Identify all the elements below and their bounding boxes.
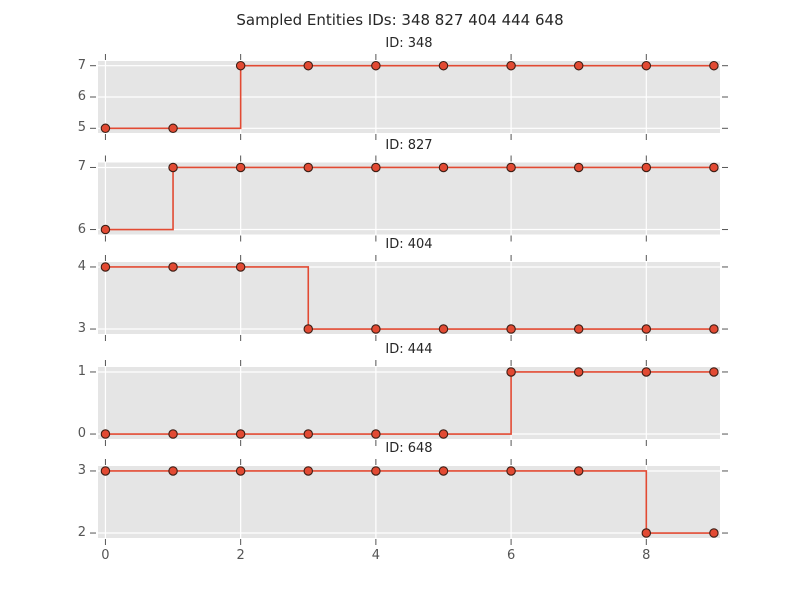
data-point-marker [303,60,314,71]
subplot-title: ID: 348 [385,36,433,51]
data-point-marker [100,429,111,439]
data-point-marker [303,162,314,173]
data-point-marker [506,367,516,377]
y-tick-label: 5 [77,120,86,136]
data-point-marker [438,60,449,71]
plot-area [98,162,720,235]
data-point-marker [168,466,178,476]
data-point-marker [371,60,381,71]
data-point-marker [573,367,584,377]
x-tick-label: 4 [371,548,380,563]
data-point-marker [709,162,719,173]
data-point-marker [438,162,449,173]
y-tick-label: 0 [77,426,86,442]
data-point-marker [235,60,246,71]
y-tick-label: 3 [77,462,86,478]
data-point-marker [709,324,719,334]
data-point-marker [371,429,381,439]
data-point-marker [709,367,719,377]
x-tick-label: 6 [506,548,516,563]
subplot-title: ID: 444 [385,342,433,357]
data-point-marker [641,162,652,173]
data-point-marker [303,429,314,439]
data-point-marker [100,123,111,134]
data-point-marker [235,262,246,272]
data-point-marker [506,162,516,173]
subplot-title: ID: 648 [385,441,433,456]
data-point-marker [438,324,449,334]
data-point-marker [573,324,584,334]
data-point-marker [235,466,246,476]
x-tick-label: 8 [642,548,651,563]
y-tick-label: 2 [77,525,86,541]
data-point-marker [573,466,584,476]
data-point-marker [371,324,381,334]
plot-area [98,466,720,538]
subplot-title: ID: 827 [385,137,433,153]
plot-area [98,367,720,439]
data-point-marker [100,262,111,272]
data-point-marker [573,162,584,173]
data-point-marker [438,429,449,439]
y-tick-label: 6 [77,221,86,237]
data-point-marker [573,60,584,71]
data-point-marker [303,466,314,476]
data-point-marker [641,367,652,377]
y-tick-label: 3 [77,321,86,337]
data-point-marker [168,162,178,173]
data-point-marker [641,324,652,334]
data-point-marker [168,262,178,272]
data-point-marker [371,466,381,476]
y-tick-label: 1 [77,363,86,379]
data-point-marker [641,528,652,538]
data-point-marker [100,224,111,235]
x-tick-label: 0 [101,548,110,563]
data-point-marker [168,429,178,439]
data-point-marker [303,324,314,334]
y-tick-label: 6 [77,89,86,104]
y-tick-label: 4 [77,258,86,274]
data-point-marker [438,466,449,476]
plot-area [98,262,720,334]
data-point-marker [709,528,719,538]
data-point-marker [506,60,516,71]
data-point-marker [506,324,516,334]
x-tick-label: 2 [236,548,245,563]
data-point-marker [100,466,111,476]
data-point-marker [641,60,652,71]
data-point-marker [235,162,246,173]
data-point-marker [235,429,246,439]
y-tick-label: 7 [77,57,86,73]
data-point-marker [168,123,178,134]
figure-title: Sampled Entities IDs: 348 827 404 444 64… [236,11,564,29]
subplot-title: ID: 404 [385,237,433,252]
data-point-marker [709,60,719,71]
data-point-marker [506,466,516,476]
data-point-marker [371,162,381,173]
y-tick-label: 7 [77,159,86,175]
